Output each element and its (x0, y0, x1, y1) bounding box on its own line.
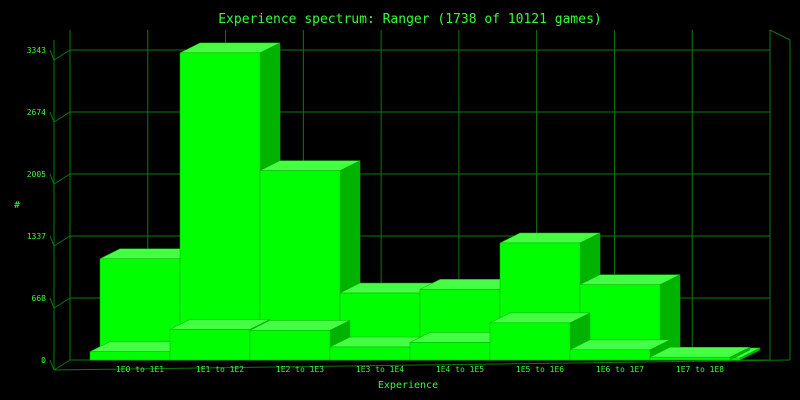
y-tick-label: 1337 (27, 232, 46, 241)
x-tick-label: 1E3 to 1E4 (356, 365, 404, 374)
bar-series2-2-front (179, 52, 261, 361)
x-tick-label: 1E4 to 1E5 (436, 365, 484, 374)
bar-series1-4-front (329, 346, 411, 361)
y-tick-label: 3343 (27, 46, 46, 55)
bar-series1-6-front (489, 322, 571, 361)
x-tick-label: 1E1 to 1E2 (196, 365, 244, 374)
y-tick-label: 0 (41, 356, 46, 365)
grid-line-tick (49, 297, 55, 309)
y-tick-label: 668 (32, 294, 47, 303)
x-tick-label: 1E7 to 1E8 (676, 365, 724, 374)
grid-line-tick (49, 49, 55, 61)
bar-series1-6 (489, 312, 591, 361)
grid-line-diagonal (53, 49, 71, 61)
y-tick-label: 2674 (27, 108, 46, 117)
y-axis-label: # (14, 200, 20, 211)
bar-series1-2-front (169, 329, 251, 361)
bar-series1-5-front (409, 342, 491, 361)
grid-line-tick (49, 359, 55, 371)
grid-line-diagonal (53, 235, 71, 247)
y-tick-label: 2005 (27, 170, 46, 179)
x-axis-label: Experience (378, 380, 438, 391)
grid-line-diagonal (53, 111, 71, 123)
bars (89, 42, 761, 361)
bar-series1-1-front (89, 351, 171, 361)
bar-series1-3-front (249, 330, 331, 361)
grid-line-diagonal (53, 173, 71, 185)
grid-line-tick (49, 235, 55, 247)
bar-series1-8 (649, 346, 751, 361)
grid-floor-edge (53, 359, 791, 371)
x-tick-label: 1E0 to 1E1 (116, 365, 164, 374)
x-tick-label: 1E5 to 1E6 (516, 365, 564, 374)
x-tick-label: 1E2 to 1E3 (276, 365, 324, 374)
bar-series1-8-front (649, 356, 731, 361)
grid-top-right (769, 29, 791, 41)
grid-line-tick (49, 173, 55, 185)
y-axis-ticks: 0 668 1337 2005 2674 3343 (27, 46, 46, 365)
grid-line-diagonal (53, 297, 71, 309)
x-tick-label: 1E6 to 1E7 (596, 365, 644, 374)
chart-title: Experience spectrum: Ranger (1738 of 101… (218, 12, 602, 27)
grid-line-tick (49, 111, 55, 123)
bar-series1-7-front (569, 349, 651, 361)
x-axis-ticks: 1E0 to 1E1 1E1 to 1E2 1E2 to 1E3 1E3 to 1E4… (116, 365, 724, 374)
grid-line-diagonal (53, 359, 71, 371)
